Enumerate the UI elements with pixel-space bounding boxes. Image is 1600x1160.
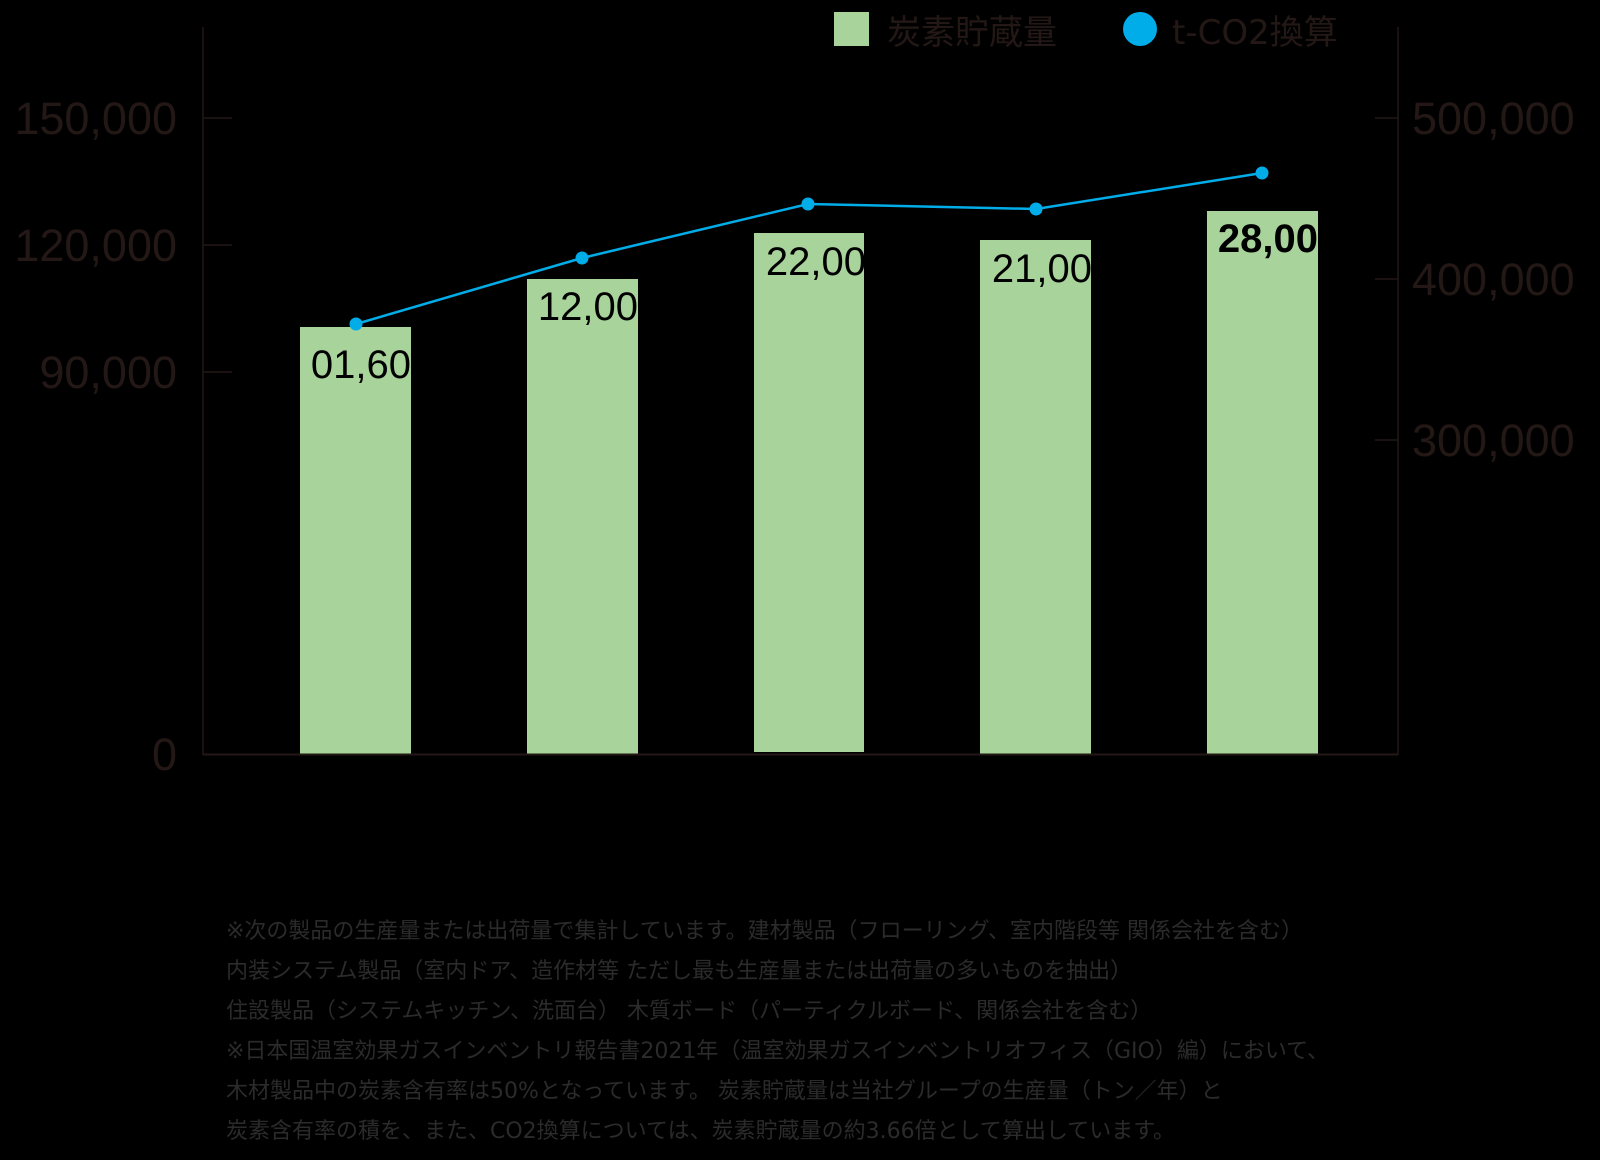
bar-1 [300, 327, 411, 754]
legend-line-swatch [1123, 12, 1157, 46]
bar-label-5: 28,00 [1218, 217, 1318, 261]
right-tick-500000: 500,000 [1412, 93, 1575, 144]
left-tick-90000: 90,000 [39, 347, 177, 398]
footnotes: ※次の製品の生産量または出荷量で集計しています。建材製品（フローリング、室内階段… [226, 912, 1596, 1152]
legend-line-label: t-CO2換算 [1172, 13, 1338, 53]
left-axis: 150,000 120,000 90,000 0 [14, 27, 232, 780]
legend-bar-label: 炭素貯蔵量 [887, 13, 1057, 53]
right-axis: 500,000 400,000 300,000 [1375, 27, 1575, 755]
footnote-line-1: ※次の製品の生産量または出荷量で集計しています。建材製品（フローリング、室内階段… [226, 919, 1304, 944]
left-tick-120000: 120,000 [14, 220, 177, 271]
bar-label-3: 22,00 [766, 240, 866, 284]
legend: 炭素貯蔵量 t-CO2換算 [834, 12, 1338, 53]
line-point-5 [1255, 166, 1269, 180]
bar-label-4: 21,00 [992, 247, 1092, 291]
bar-4 [980, 240, 1091, 754]
line-series [349, 166, 1269, 331]
footnote-line-5: 木材製品中の炭素含有率は50%となっています。 炭素貯蔵量は当社グループの生産量… [226, 1079, 1223, 1104]
bar-series [300, 211, 1318, 754]
footnote-line-3: 住設製品（システムキッチン、洗面台） 木質ボード（パーティクルボード、関係会社を… [226, 999, 1153, 1024]
bar-2 [527, 279, 638, 754]
legend-bar-swatch [834, 12, 869, 46]
bar-5 [1207, 211, 1318, 754]
bar-3 [754, 233, 864, 752]
footnote-line-2: 内装システム製品（室内ドア、造作材等 ただし最も生産量または出荷量の多いものを抽… [226, 959, 1133, 984]
left-tick-150000: 150,000 [14, 93, 177, 144]
line-point-4 [1029, 202, 1043, 216]
bar-label-2: 12,00 [538, 285, 638, 329]
line-point-3 [801, 197, 815, 211]
right-tick-300000: 300,000 [1412, 415, 1575, 466]
footnote-line-4: ※日本国温室効果ガスインベントリ報告書2021年（温室効果ガスインベントリオフィ… [226, 1039, 1330, 1064]
line-point-2 [575, 251, 589, 265]
bar-label-1: 01,60 [311, 343, 411, 387]
line-point-1 [349, 317, 363, 331]
footnote-line-6: 炭素含有率の積を、また、CO2換算については、炭素貯蔵量の約3.66倍として算出… [226, 1119, 1176, 1144]
left-tick-0: 0 [152, 729, 177, 780]
right-tick-400000: 400,000 [1412, 254, 1575, 305]
